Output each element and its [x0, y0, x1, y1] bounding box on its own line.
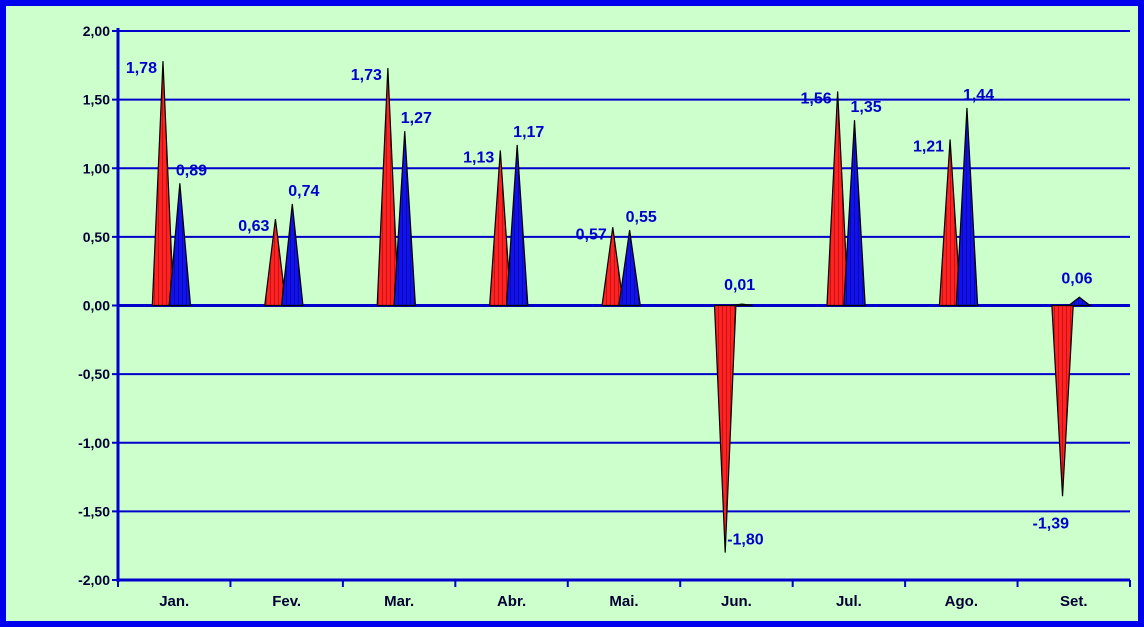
series-2-spike-7	[843, 120, 866, 307]
series-2-spike-3	[393, 131, 417, 307]
data-label: 0,63	[238, 218, 269, 235]
series-1-spike-4	[488, 150, 512, 307]
data-label: 1,78	[126, 60, 157, 77]
x-tick-label: Mai.	[609, 593, 638, 610]
series-2-spike-4	[505, 144, 529, 307]
data-label: 1,73	[351, 67, 382, 84]
x-tick-label: Mar.	[384, 593, 414, 610]
x-tick-label: Ago.	[945, 593, 978, 610]
chart-svg: -2,00 -1,50 -1,00 -0,50 0,00 0,50 1,00 1,50 2,00…	[78, 23, 1131, 610]
data-label: 1,17	[513, 124, 544, 141]
series-1-spike-6	[713, 304, 737, 553]
data-label: 1,35	[851, 99, 882, 116]
data-label: 0,74	[288, 183, 319, 200]
axes: -2,00 -1,50 -1,00 -0,50 0,00 0,50 1,00 1,50 2,00…	[78, 23, 1131, 610]
series-1-spike-9	[1051, 304, 1074, 497]
data-label: -1,80	[727, 532, 764, 549]
data-label: 0,55	[626, 209, 657, 226]
data-label: -1,39	[1033, 515, 1070, 532]
data-label: 1,13	[463, 149, 494, 166]
data-label: 1,56	[801, 90, 832, 107]
series-2-spike-8	[955, 107, 979, 307]
series-1-spike-3	[376, 68, 400, 307]
x-tick-label: Abr.	[497, 593, 526, 610]
series-2-spike-9	[1066, 296, 1092, 307]
data-label: 1,27	[401, 110, 432, 127]
series-1-spike-7	[826, 91, 849, 307]
x-tick-label: Set.	[1060, 593, 1088, 610]
data-labels: 1,78 0,63 1,73 1,13 0,57 -1,80 1,56 1,21 -1,39 0,…	[126, 60, 1093, 548]
series-1-spike-5	[601, 227, 625, 307]
series-2-spike-6	[731, 303, 753, 307]
y-tick-label: 1,50	[83, 92, 110, 108]
data-label: 1,21	[913, 138, 944, 155]
series-marks	[151, 61, 1092, 553]
x-tick-label: Jun.	[721, 593, 752, 610]
data-label: 0,01	[724, 277, 755, 294]
data-label: 1,44	[963, 87, 994, 104]
data-label: 0,89	[176, 162, 207, 179]
data-label: 0,57	[576, 226, 607, 243]
x-tick-label: Jan.	[159, 593, 189, 610]
series-2-spike-2	[280, 203, 304, 307]
y-tick-label: -0,50	[78, 366, 110, 382]
data-label: 0,06	[1061, 270, 1092, 287]
x-tick-label: Fev.	[272, 593, 301, 610]
y-tick-label: -1,50	[78, 503, 110, 519]
series-1-spike-2	[264, 218, 287, 307]
y-tick-label: 1,00	[83, 160, 110, 176]
series-2-spike-1	[168, 183, 192, 307]
chart-area: -2,00 -1,50 -1,00 -0,50 0,00 0,50 1,00 1,50 2,00…	[6, 6, 1138, 621]
series-1-spike-1	[151, 61, 175, 307]
x-tick-label: Jul.	[836, 593, 862, 610]
y-tick-label: 0,50	[83, 229, 110, 245]
y-tick-label: -1,00	[78, 435, 110, 451]
series-1-spike-8	[938, 139, 962, 307]
series-2-spike-5	[618, 229, 641, 307]
y-tick-label: -2,00	[78, 572, 110, 588]
y-tick-label: 2,00	[83, 23, 110, 39]
y-tick-label: 0,00	[83, 298, 110, 314]
